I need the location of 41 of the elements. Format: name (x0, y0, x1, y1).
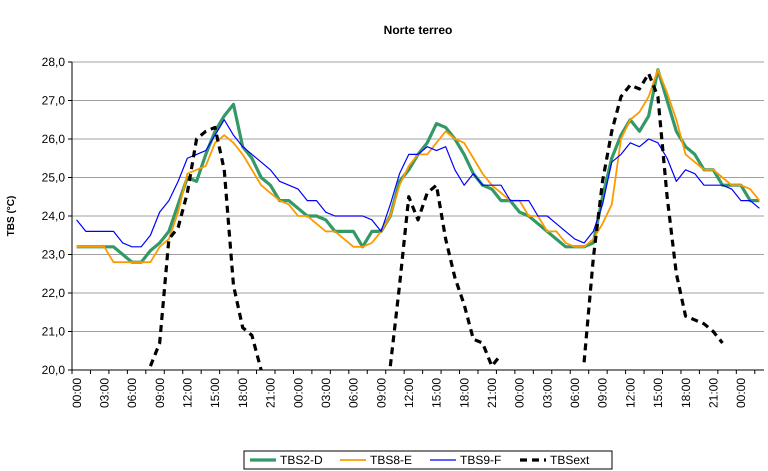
line-series (76, 119, 760, 248)
x-tick-label: 12:00 (180, 378, 195, 408)
y-tick-label: 22,0 (42, 286, 66, 300)
x-tick-label: 15:00 (651, 378, 666, 408)
y-tick-label: 27,0 (42, 94, 66, 108)
y-tick-label: 26,0 (42, 132, 66, 146)
x-tick-label: 06:00 (568, 378, 582, 408)
y-tick-label: 28,0 (42, 55, 66, 70)
x-tick-label: 03:00 (540, 378, 554, 408)
x-tick-label: 06:00 (125, 378, 140, 408)
x-tick-label: 00:00 (734, 378, 748, 408)
x-tick-label: 21:00 (706, 378, 720, 408)
y-axis-title: TBS (°C) (6, 196, 17, 236)
x-tick-label: 21:00 (264, 378, 278, 408)
x-tick-label: 12:00 (402, 378, 416, 408)
x-tick-label: 21:00 (485, 378, 500, 408)
legend-label: TBSext (550, 453, 590, 468)
x-tick-label: 09:00 (152, 378, 167, 408)
legend-label: TBS8-E (370, 453, 412, 468)
y-tick-label: 23,0 (42, 248, 66, 262)
legend-label: TBS2-D (280, 453, 324, 468)
x-tick-label: 00:00 (291, 378, 306, 408)
x-tick-label: 18:00 (457, 378, 472, 408)
x-tick-label: 18:00 (236, 378, 250, 408)
x-tick-label: 15:00 (208, 378, 222, 408)
legend-label: TBS9-F (460, 453, 502, 468)
x-tick-label: 00:00 (512, 378, 527, 408)
y-tick-label: 25,0 (42, 170, 66, 185)
x-tick-label: 09:00 (596, 378, 610, 408)
chart-title: Norte terreo (384, 23, 452, 37)
x-tick-label: 09:00 (374, 378, 388, 408)
x-tick-label: 18:00 (678, 378, 693, 408)
x-tick-label: 03:00 (318, 378, 333, 408)
x-tick-label: 00:00 (70, 378, 84, 408)
y-tick-label: 24,0 (42, 209, 66, 224)
y-tick-label: 21,0 (42, 324, 66, 339)
x-tick-label: 06:00 (346, 378, 361, 408)
x-tick-label: 03:00 (97, 378, 112, 408)
y-tick-label: 20,0 (42, 363, 66, 378)
x-tick-label: 12:00 (623, 378, 638, 408)
x-tick-label: 15:00 (430, 378, 444, 408)
